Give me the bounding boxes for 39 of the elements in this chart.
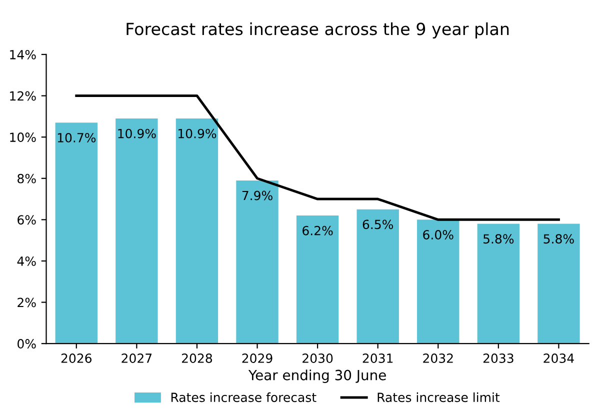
x-tick-label: 2034: [544, 354, 574, 363]
x-tick-label: 2030: [302, 354, 333, 363]
data-label: 5.8%: [544, 234, 574, 244]
data-label: 6.2%: [302, 226, 333, 236]
data-label: 10.7%: [58, 132, 96, 142]
data-label: 10.9%: [178, 128, 216, 138]
y-tick-label: 10%: [10, 132, 36, 142]
chart-title: Forecast rates increase across the 9 year plan: [126, 22, 509, 38]
y-tick-label: 4%: [17, 256, 36, 266]
x-axis-title: Year ending 30 June: [248, 370, 386, 384]
x-tick-label: 2032: [423, 354, 453, 363]
bar: [417, 220, 460, 344]
bar: [236, 180, 278, 344]
x-tick-label: 2029: [242, 354, 272, 363]
bar: [55, 122, 98, 344]
data-label: 6.0%: [423, 230, 454, 240]
data-label: 10.9%: [118, 128, 156, 138]
bar: [477, 224, 520, 344]
legend-label: Rates increase limit: [378, 392, 500, 402]
y-tick-label: 0%: [18, 339, 36, 349]
y-tick-label: 14%: [10, 50, 36, 60]
x-tick-label: 2026: [61, 354, 92, 363]
x-tick-label: 2027: [122, 354, 152, 363]
y-tick-label: 12%: [10, 91, 36, 101]
bar: [538, 224, 580, 344]
y-tick-label: 2%: [18, 298, 36, 308]
x-tick-label: 2033: [483, 354, 514, 363]
bar: [296, 216, 339, 344]
y-tick-label: 6%: [18, 215, 36, 225]
legend-label: Rates increase forecast: [171, 392, 316, 402]
bar: [176, 118, 218, 344]
data-label: 7.9%: [242, 190, 272, 200]
x-tick-label: 2031: [362, 354, 393, 363]
x-tick-label: 2028: [182, 354, 212, 363]
bar: [356, 209, 399, 344]
y-tick-label: 8%: [18, 174, 36, 184]
bar: [116, 118, 158, 344]
data-label: 6.5%: [362, 220, 394, 230]
data-label: 5.8%: [484, 234, 514, 244]
